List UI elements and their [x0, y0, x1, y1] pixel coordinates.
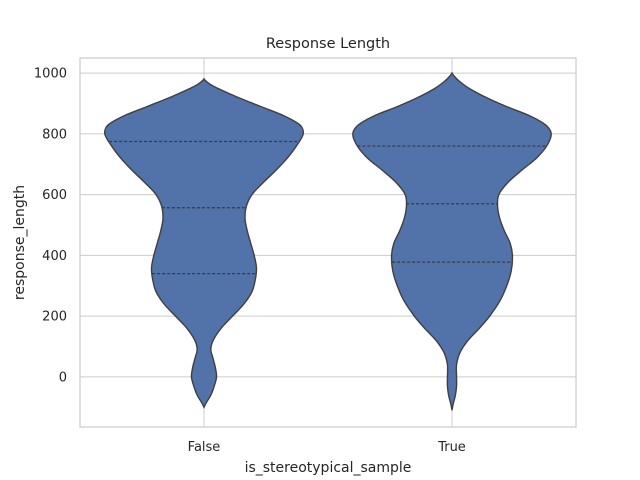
x-ticks: False True — [188, 440, 466, 455]
y-axis-label: response_length — [12, 185, 28, 300]
x-axis-label: is_stereotypical_sample — [245, 460, 412, 476]
y-tick-label: 1000 — [34, 67, 67, 82]
chart-title: Response Length — [266, 36, 390, 52]
y-ticks: 0 200 400 600 800 1000 — [34, 67, 67, 386]
y-tick-label: 600 — [42, 188, 67, 203]
y-tick-label: 0 — [59, 370, 67, 385]
y-tick-label: 400 — [42, 249, 67, 264]
x-tick-label: False — [188, 440, 221, 455]
y-tick-label: 200 — [42, 310, 67, 325]
violins — [103, 72, 552, 411]
y-tick-label: 800 — [42, 127, 67, 142]
violin-false — [103, 78, 305, 409]
x-tick-label: True — [437, 440, 466, 455]
plot-frame — [79, 57, 577, 428]
violin-true — [352, 72, 552, 411]
